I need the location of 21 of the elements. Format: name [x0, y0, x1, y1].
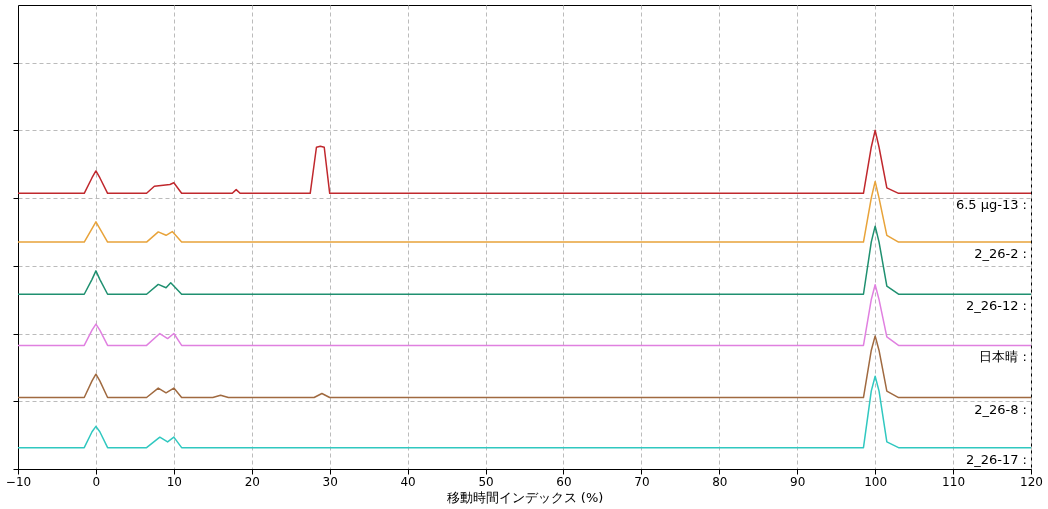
x-tick-label: 80	[712, 474, 728, 489]
series-label: 6.5 μg-13 :	[955, 197, 1027, 213]
x-axis-title: 移動時間インデックス (%)	[446, 489, 604, 505]
x-tick-label: 30	[322, 474, 338, 489]
x-tick-label: 70	[634, 474, 650, 489]
series-label: 2_26-17 :	[965, 451, 1027, 467]
x-tick-label: 100	[864, 474, 888, 489]
x-tick-label: 90	[790, 474, 806, 489]
x-tick-label: 10	[166, 474, 182, 489]
series-label: 日本晴 :	[979, 349, 1027, 365]
x-tick-label: 110	[942, 474, 966, 489]
series-label: 2_26-12 :	[965, 298, 1027, 314]
x-tick-label: 50	[478, 474, 494, 489]
x-tick-label: 40	[400, 474, 416, 489]
x-tick-label: 20	[244, 474, 260, 489]
x-tick-label: 120	[1020, 474, 1043, 489]
x-tick-label: 0	[92, 474, 101, 489]
x-tick-label: −10	[5, 474, 32, 489]
x-tick-label: 60	[556, 474, 572, 489]
series-label: 2_26-2 :	[974, 246, 1027, 262]
series-label: 2_26-8 :	[974, 401, 1027, 417]
